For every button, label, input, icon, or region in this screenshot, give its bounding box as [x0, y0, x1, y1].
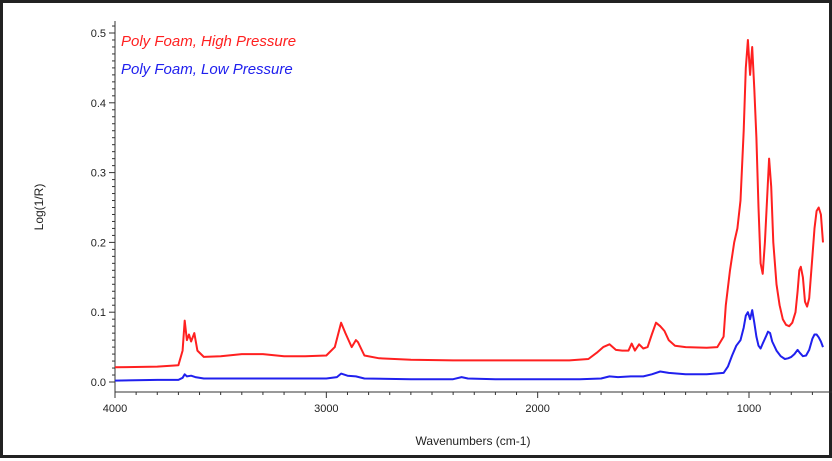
y-tick-label: 0.2 — [91, 237, 106, 249]
x-tick-label: 2000 — [525, 403, 549, 415]
legend-entry-high-pressure: Poly Foam, High Pressure — [121, 33, 296, 50]
x-tick-label: 4000 — [103, 403, 127, 415]
y-tick-label: 0.0 — [91, 377, 106, 389]
y-tick-label: 0.1 — [91, 307, 106, 319]
x-axis-ticks: 4000 3000 2000 1000 — [103, 392, 813, 415]
series-line-low-pressure — [114, 309, 824, 382]
x-tick-label: 1000 — [737, 403, 761, 415]
x-tick-label: 3000 — [314, 403, 338, 415]
plot-area: 4000 3000 2000 1000 0.0 0.1 0.2 0.3 0.4 0.5 — [91, 21, 832, 415]
series-line-high-pressure — [114, 39, 824, 369]
y-tick-label: 0.4 — [91, 98, 106, 110]
y-axis-ticks: 0.0 0.1 0.2 0.3 0.4 0.5 — [91, 25, 115, 389]
y-tick-label: 0.5 — [91, 28, 106, 40]
legend-entry-low-pressure: Poly Foam, Low Pressure — [121, 61, 293, 78]
legend: Poly Foam, High Pressure Poly Foam, Low … — [121, 33, 296, 78]
spectrum-chart: 4000 3000 2000 1000 0.0 0.1 0.2 0.3 0.4 0.5 Wave… — [32, 21, 832, 448]
x-axis-title: Wavenumbers (cm-1) — [416, 434, 531, 448]
y-tick-label: 0.3 — [91, 168, 106, 180]
y-axis-title: Log(1/R) — [32, 184, 46, 231]
series-layer — [114, 39, 824, 382]
